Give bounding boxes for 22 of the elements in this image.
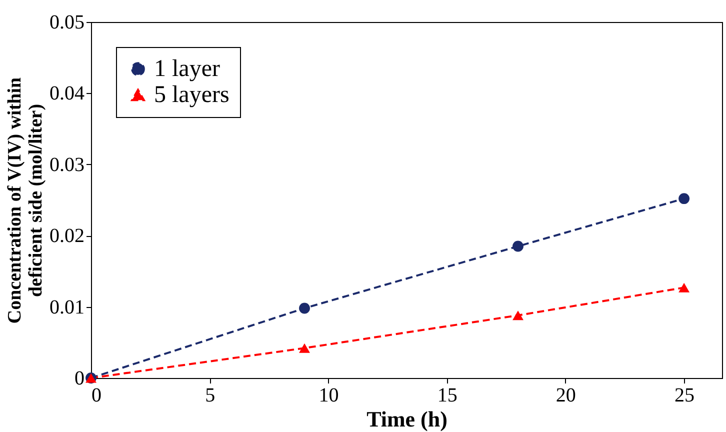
x-tick-label: 0 (92, 384, 102, 406)
y-tick-label: 0.03 (50, 154, 84, 176)
x-tick-label: 15 (437, 384, 458, 406)
point (299, 302, 310, 314)
x-tick-label: 25 (674, 384, 695, 406)
legend-label: 5 layers (154, 82, 230, 108)
x-tick-label: 10 (318, 384, 339, 406)
x-tick-label: 20 (556, 384, 576, 406)
y-tick-label: 0.01 (50, 296, 84, 318)
point (678, 282, 690, 292)
y-tick-label: 0 (74, 368, 84, 390)
point (678, 193, 690, 204)
x-axis-title: Time (h) (366, 406, 448, 432)
point (299, 343, 310, 353)
point (512, 310, 524, 320)
y-tick-label: 0.04 (50, 82, 84, 105)
legend-label: 1 layer (154, 56, 220, 82)
x-tick-label: 5 (205, 384, 216, 406)
y-axis-title: Concentration of V(IV) within deficient side (mol/liter) (4, 77, 46, 324)
y-tick-label: 0.05 (50, 12, 84, 34)
y-tick-label: 0.02 (50, 225, 84, 248)
point (512, 240, 524, 252)
